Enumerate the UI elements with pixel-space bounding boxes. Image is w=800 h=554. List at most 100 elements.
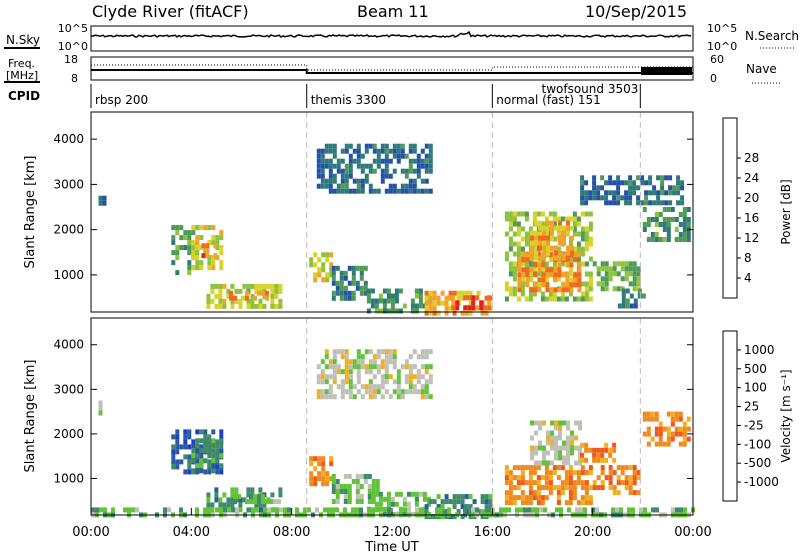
data-cell	[570, 430, 574, 436]
data-cell	[360, 188, 365, 194]
data-cell	[523, 507, 527, 513]
data-cell	[356, 178, 361, 184]
data-cell	[384, 188, 389, 194]
data-cell	[536, 211, 541, 217]
data-cell	[410, 308, 415, 314]
data-cell	[416, 188, 421, 194]
data-cell	[348, 158, 353, 164]
data-cell	[325, 277, 330, 283]
data-cell	[215, 439, 220, 445]
data-cell	[171, 240, 176, 246]
data-cell	[416, 374, 421, 380]
data-cell	[666, 232, 671, 237]
data-cell	[374, 308, 379, 314]
data-cell	[408, 158, 413, 164]
colorbar-tick-label: -100	[744, 437, 771, 451]
data-cell	[674, 431, 679, 437]
data-cell	[565, 277, 570, 283]
data-cell	[566, 460, 570, 466]
data-cell	[205, 248, 210, 254]
data-cell	[574, 445, 578, 451]
data-cell	[247, 507, 251, 513]
data-cell	[574, 420, 578, 426]
data-cell	[592, 457, 597, 463]
data-cell	[376, 158, 381, 164]
data-cell	[558, 420, 562, 426]
data-cell	[508, 470, 513, 476]
data-cell	[628, 261, 633, 267]
data-cell	[576, 470, 581, 476]
data-cell	[171, 459, 176, 465]
data-cell	[222, 502, 227, 508]
data-cell	[359, 484, 364, 489]
data-cell	[320, 369, 325, 375]
data-cell	[530, 240, 534, 246]
data-cell	[213, 253, 218, 259]
data-cell	[512, 291, 517, 297]
data-cell	[199, 225, 204, 231]
data-cell	[331, 280, 336, 286]
data-cell	[374, 298, 379, 304]
data-cell	[576, 480, 581, 486]
noise-tick-left-bottom: 10^0	[58, 40, 88, 53]
data-cell	[428, 148, 433, 154]
data-cell	[546, 220, 550, 226]
data-cell	[521, 272, 526, 278]
data-cell	[387, 507, 391, 513]
data-cell	[372, 158, 377, 164]
data-cell	[356, 163, 361, 169]
data-cell	[191, 230, 196, 236]
data-cell	[612, 490, 617, 496]
data-cell	[356, 374, 361, 380]
data-cell	[199, 454, 204, 460]
data-cell	[343, 489, 348, 494]
data-cell	[636, 276, 641, 282]
data-cell	[504, 465, 509, 471]
data-cell	[396, 379, 401, 385]
data-cell	[566, 435, 570, 441]
data-cell	[428, 379, 433, 385]
data-cell	[380, 364, 385, 370]
data-cell	[588, 195, 593, 201]
data-cell	[215, 453, 220, 459]
data-cell	[596, 185, 601, 191]
data-cell	[219, 245, 224, 251]
data-cell	[658, 421, 663, 427]
data-cell	[642, 431, 647, 437]
data-cell	[321, 267, 326, 273]
data-cell	[360, 183, 365, 189]
data-cell	[375, 479, 380, 484]
data-cell	[339, 484, 344, 489]
data-cell	[355, 499, 360, 504]
data-cell	[412, 364, 417, 370]
data-cell	[464, 310, 469, 316]
data-cell	[528, 490, 533, 496]
data-cell	[328, 359, 333, 365]
data-cell	[412, 389, 417, 395]
data-cell	[567, 507, 571, 513]
data-cell	[329, 267, 334, 273]
data-cell	[325, 476, 330, 482]
data-cell	[396, 143, 401, 149]
data-cell	[356, 354, 361, 360]
data-cell	[366, 298, 371, 304]
data-cell	[191, 250, 196, 256]
data-cell	[666, 441, 671, 447]
data-cell	[483, 305, 488, 311]
data-cell	[545, 282, 550, 288]
data-cell	[534, 445, 538, 451]
data-cell	[274, 303, 279, 309]
data-cell	[544, 261, 549, 267]
data-cell	[203, 443, 208, 449]
data-cell	[604, 286, 609, 292]
data-cell	[324, 163, 329, 169]
data-cell	[195, 255, 200, 261]
data-cell	[556, 276, 561, 282]
data-cell	[355, 285, 360, 291]
data-cell	[206, 502, 211, 508]
data-cell	[278, 298, 283, 304]
data-cell	[203, 225, 208, 231]
data-cell	[414, 496, 419, 502]
data-cell	[580, 291, 585, 297]
data-cell	[580, 190, 585, 196]
